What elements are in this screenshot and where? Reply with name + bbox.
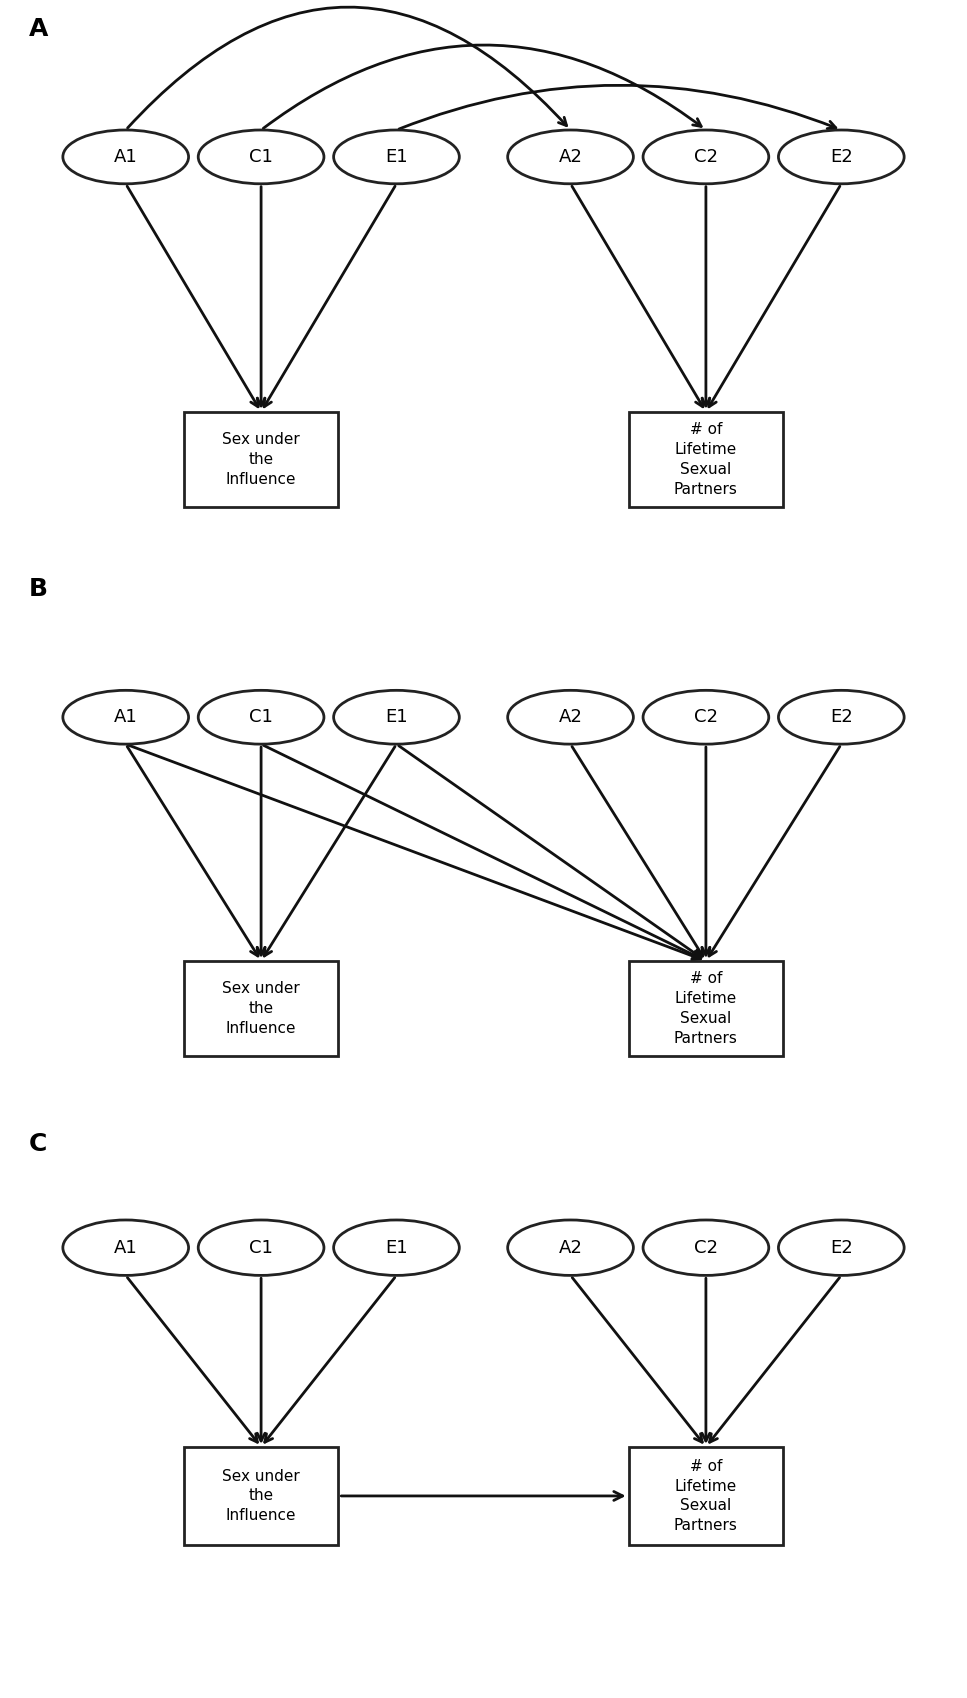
Text: C1: C1	[249, 148, 273, 166]
Ellipse shape	[63, 691, 189, 744]
Text: C1: C1	[249, 1238, 273, 1257]
Ellipse shape	[63, 1219, 189, 1275]
Ellipse shape	[198, 691, 324, 744]
Bar	[184, 413, 338, 508]
Text: E2: E2	[830, 1238, 853, 1257]
Ellipse shape	[334, 691, 459, 744]
Ellipse shape	[63, 131, 189, 183]
Text: E1: E1	[385, 1238, 408, 1257]
Text: B: B	[29, 577, 48, 601]
Text: C2: C2	[694, 1238, 718, 1257]
Text: A1: A1	[114, 148, 137, 166]
Ellipse shape	[643, 131, 769, 183]
Text: A: A	[29, 17, 48, 41]
Text: E2: E2	[830, 148, 853, 166]
Text: E1: E1	[385, 148, 408, 166]
Text: E1: E1	[385, 708, 408, 727]
Text: A2: A2	[559, 708, 582, 727]
Text: # of
Lifetime
Sexual
Partners: # of Lifetime Sexual Partners	[674, 423, 738, 498]
Text: Sex under
the
Influence: Sex under the Influence	[222, 1469, 300, 1523]
Text: # of
Lifetime
Sexual
Partners: # of Lifetime Sexual Partners	[674, 1459, 738, 1533]
Ellipse shape	[643, 691, 769, 744]
Bar	[629, 413, 783, 508]
Ellipse shape	[198, 131, 324, 183]
Ellipse shape	[643, 1219, 769, 1275]
Bar	[629, 961, 783, 1056]
Ellipse shape	[508, 691, 633, 744]
Ellipse shape	[778, 691, 904, 744]
Bar	[629, 1447, 783, 1545]
Text: A1: A1	[114, 708, 137, 727]
Text: A2: A2	[559, 148, 582, 166]
Text: C2: C2	[694, 148, 718, 166]
Text: A1: A1	[114, 1238, 137, 1257]
Ellipse shape	[198, 1219, 324, 1275]
Text: Sex under
the
Influence: Sex under the Influence	[222, 433, 300, 487]
Ellipse shape	[334, 131, 459, 183]
Text: A2: A2	[559, 1238, 582, 1257]
Ellipse shape	[778, 1219, 904, 1275]
Ellipse shape	[778, 131, 904, 183]
Ellipse shape	[508, 1219, 633, 1275]
Text: # of
Lifetime
Sexual
Partners: # of Lifetime Sexual Partners	[674, 971, 738, 1046]
Ellipse shape	[508, 131, 633, 183]
Text: C: C	[29, 1133, 47, 1156]
Bar	[184, 961, 338, 1056]
Text: E2: E2	[830, 708, 853, 727]
Text: Sex under
the
Influence: Sex under the Influence	[222, 981, 300, 1036]
Text: C1: C1	[249, 708, 273, 727]
Text: C2: C2	[694, 708, 718, 727]
Ellipse shape	[334, 1219, 459, 1275]
Bar	[184, 1447, 338, 1545]
